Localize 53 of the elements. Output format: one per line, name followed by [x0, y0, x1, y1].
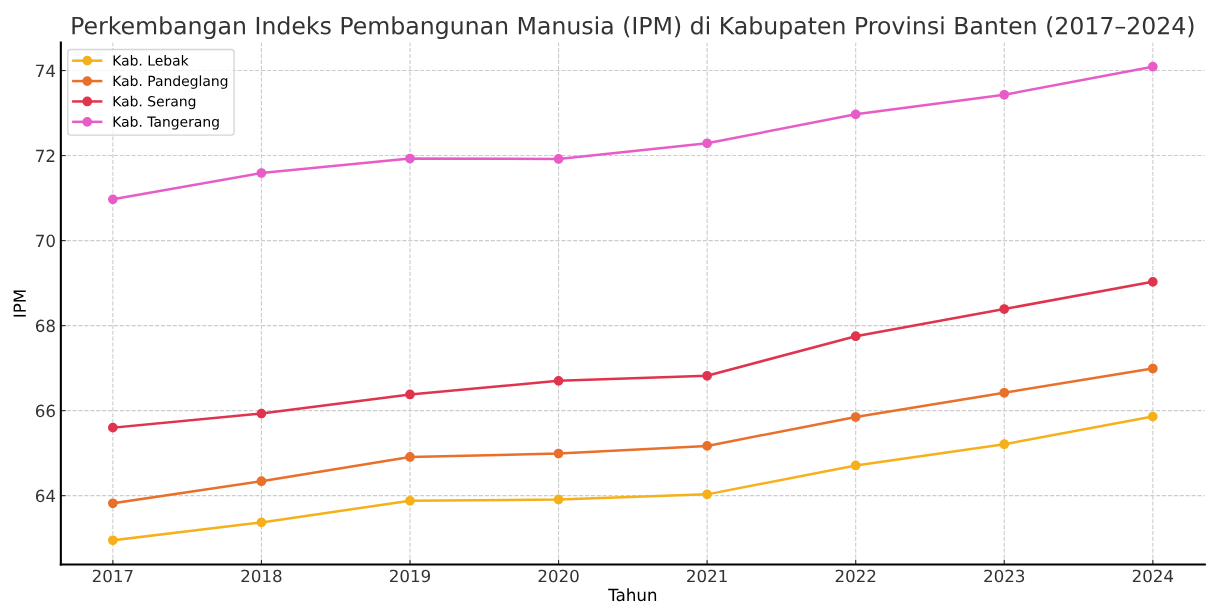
point: [850, 331, 861, 342]
legend-label: Kab. Serang: [113, 95, 196, 110]
chart-title: Perkembangan Indeks Pembangunan Manusia (IPM) di Kabupaten Provinsi Banten (2017–2024): [72, 16, 1194, 40]
y-tick-label: 64: [35, 489, 56, 503]
point: [553, 154, 564, 164]
point: [405, 153, 415, 164]
point: [702, 370, 712, 381]
x-tick-label: 2024: [1132, 569, 1174, 583]
legend-label: Kab. Tangerang: [113, 116, 219, 130]
point: [256, 517, 267, 528]
x-tick-label: 2017: [92, 569, 133, 583]
point: [999, 89, 1010, 100]
point: [553, 448, 564, 459]
point: [850, 412, 861, 422]
legend-label: Kab. Lebak: [113, 54, 189, 66]
legend-label: Kab. Pandeglang: [113, 75, 228, 89]
y-tick-label: 74: [36, 64, 56, 77]
point: [702, 441, 712, 451]
point: [702, 489, 712, 500]
point: [256, 476, 267, 487]
x-axis-title: Tahun: [608, 588, 657, 602]
x-tick-label: 2022: [835, 569, 876, 583]
point: [107, 422, 118, 433]
point: [1147, 276, 1158, 287]
point: [107, 535, 118, 546]
point: [999, 439, 1010, 450]
point: [999, 304, 1010, 314]
point: [553, 494, 564, 505]
point: [256, 168, 267, 178]
point: [107, 498, 118, 509]
point: [999, 387, 1010, 398]
point: [850, 460, 861, 471]
point: [1147, 411, 1158, 422]
y-axis-title: IPM: [13, 290, 26, 317]
y-tick-label: 70: [36, 234, 55, 248]
point: [405, 389, 415, 400]
point: [553, 376, 564, 386]
point: [702, 138, 712, 149]
point: [256, 408, 267, 419]
point: [850, 109, 861, 120]
x-tick-label: 2021: [687, 569, 727, 583]
point: [1147, 61, 1158, 72]
y-tick-label: 66: [35, 404, 55, 418]
y-tick-label: 72: [36, 149, 55, 162]
x-tick-label: 2019: [390, 569, 431, 583]
y-tick-label: 68: [35, 319, 55, 333]
point: [405, 452, 415, 462]
x-tick-label: 2023: [984, 569, 1025, 583]
x-tick-label: 2020: [538, 569, 579, 583]
point: [1147, 363, 1158, 374]
point: [107, 194, 118, 205]
x-tick-label: 2018: [241, 569, 282, 583]
point: [405, 495, 415, 506]
